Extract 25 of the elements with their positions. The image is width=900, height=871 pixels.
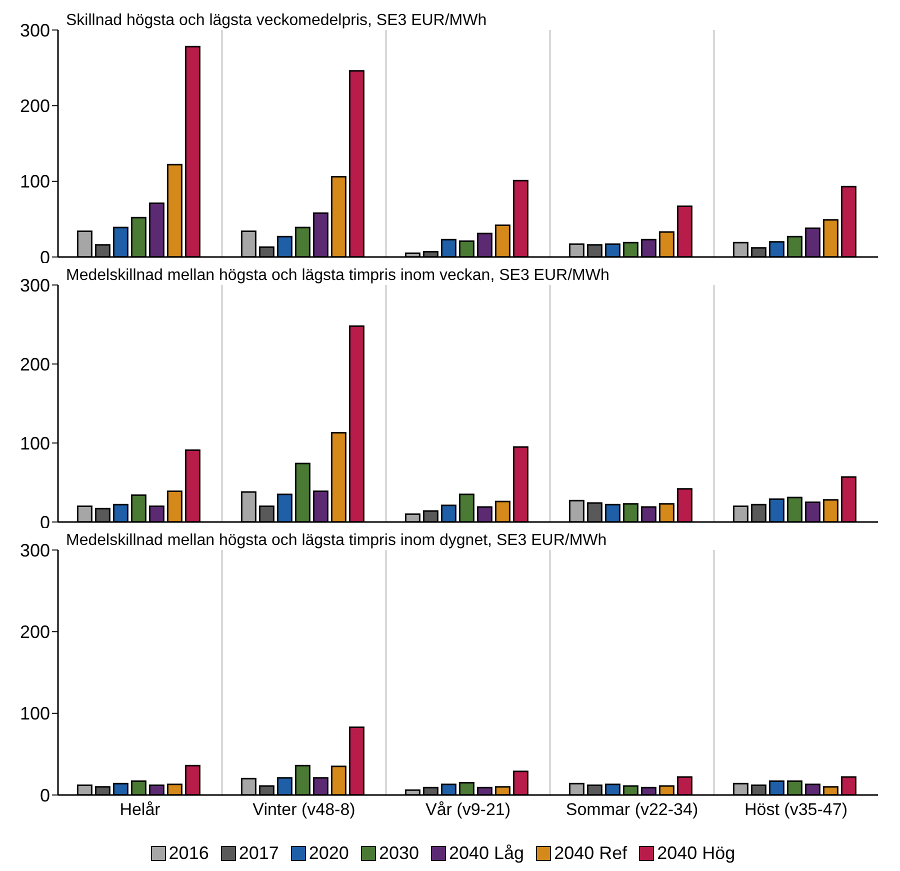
x-tick-label: Höst (v35-47) xyxy=(744,800,848,820)
y-tick-label: 0 xyxy=(40,785,50,806)
y-tick-label: 200 xyxy=(20,354,50,374)
legend-label: 2040 Hög xyxy=(657,843,736,864)
legend-label: 2020 xyxy=(308,843,349,864)
legend-label: 2040 Ref xyxy=(554,843,628,864)
x-tick-label: Sommar (v22-34) xyxy=(566,800,698,820)
legend-label: 2040 Låg xyxy=(448,843,524,864)
y-tick-label: 300 xyxy=(20,20,50,40)
y-tick-label: 200 xyxy=(20,622,50,642)
y-tick-label: 100 xyxy=(20,172,50,192)
y-tick-label: 200 xyxy=(20,96,50,116)
chart-title: Skillnad högsta och lägsta veckomedelpris, SE3 EUR/MWh xyxy=(66,12,487,30)
y-tick-label: 100 xyxy=(20,704,50,724)
y-tick-label: 300 xyxy=(20,275,50,296)
x-tick-label: Vår (v9-21) xyxy=(425,800,511,820)
chart-title: Medelskillnad mellan högsta och lägsta timpris inom dygnet, SE3 EUR/MWh xyxy=(66,532,607,550)
legend-label: 2030 xyxy=(378,843,419,864)
chart-title: Medelskillnad mellan högsta och lägsta timpris inom veckan, SE3 EUR/MWh xyxy=(66,267,610,285)
x-tick-label: Vinter (v48-8) xyxy=(252,800,356,820)
y-tick-label: 100 xyxy=(20,433,50,454)
legend-label: 2017 xyxy=(238,843,279,864)
y-tick-label: 300 xyxy=(20,540,50,560)
x-tick-label: Helår xyxy=(120,800,161,820)
legend-label: 2016 xyxy=(168,843,209,864)
